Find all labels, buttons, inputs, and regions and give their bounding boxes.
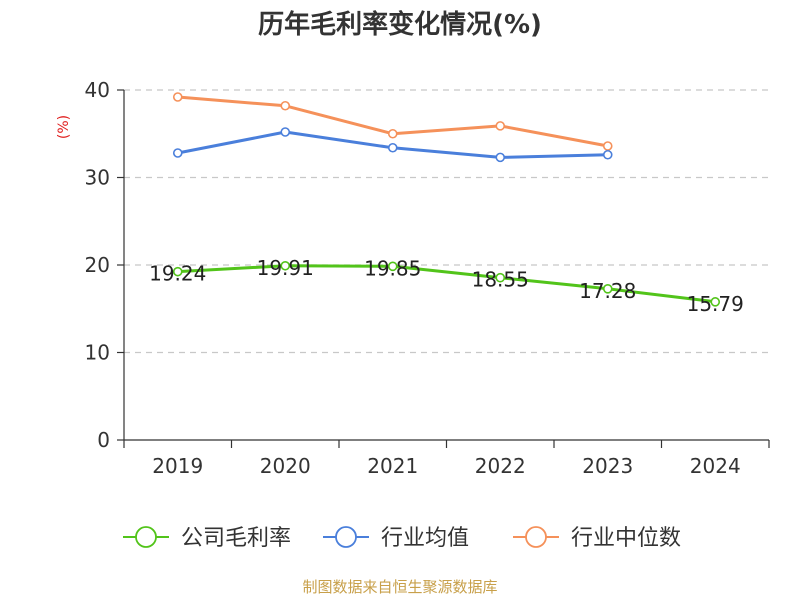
data-label: 19.24 (149, 262, 206, 286)
data-point (172, 92, 183, 102)
data-point (172, 266, 183, 277)
legend-label: 行业均值 (381, 526, 469, 551)
y-tick-label: 20 (85, 253, 110, 277)
series-layer (172, 92, 721, 307)
legend: 公司毛利率 行业均值 行业中位数 (123, 526, 681, 551)
legend-marker (335, 526, 357, 548)
gridlines (124, 89, 769, 354)
data-point (387, 261, 398, 272)
data-point (602, 283, 613, 294)
data-point (172, 148, 183, 158)
data-point (710, 297, 721, 307)
legend-marker (525, 526, 547, 548)
y-tick-label: 40 (85, 78, 110, 102)
x-tick-label: 2021 (367, 454, 418, 478)
series-line (177, 264, 716, 304)
data-point (495, 152, 506, 163)
legend-item: 行业均值 (323, 526, 469, 551)
y-tick-label: 30 (85, 166, 110, 190)
legend-label: 行业中位数 (571, 526, 681, 551)
x-tick-label: 2023 (582, 454, 633, 478)
x-tick-label: 2020 (260, 454, 311, 478)
x-tick-label: 2024 (690, 454, 741, 478)
data-labels: 19.24 19.91 19.85 18.55 17.28 15.79 (149, 256, 744, 316)
data-label: 18.55 (472, 268, 529, 292)
data-label: 17.28 (579, 279, 636, 303)
data-point (602, 141, 613, 151)
data-point (387, 128, 398, 139)
legend-item: 公司毛利率 (123, 526, 291, 551)
legend-label: 公司毛利率 (181, 526, 291, 551)
y-tick-label: 10 (85, 341, 110, 365)
data-point (495, 272, 506, 283)
data-label: 15.79 (687, 292, 744, 316)
data-point (602, 149, 613, 160)
data-point (387, 142, 398, 153)
data-point (280, 127, 291, 137)
legend-marker (135, 526, 157, 548)
data-label: 19.91 (257, 256, 314, 280)
data-point (280, 100, 291, 111)
data-point (495, 121, 506, 131)
x-tick-label: 2019 (152, 454, 203, 478)
y-tick-label: 0 (97, 428, 110, 452)
data-point (280, 260, 291, 271)
source-note: 制图数据来自恒生聚源数据库 (302, 578, 497, 596)
axes: 0 10 20 30 40 2019 2020 2021 2022 2023 2024 (85, 78, 770, 478)
y-axis-label: (%) (56, 115, 72, 139)
series-line (177, 95, 609, 148)
chart-title: 历年毛利率变化情况(%) (258, 9, 542, 40)
legend-item: 行业中位数 (513, 526, 681, 551)
x-tick-label: 2022 (475, 454, 526, 478)
data-label: 19.85 (364, 256, 421, 280)
